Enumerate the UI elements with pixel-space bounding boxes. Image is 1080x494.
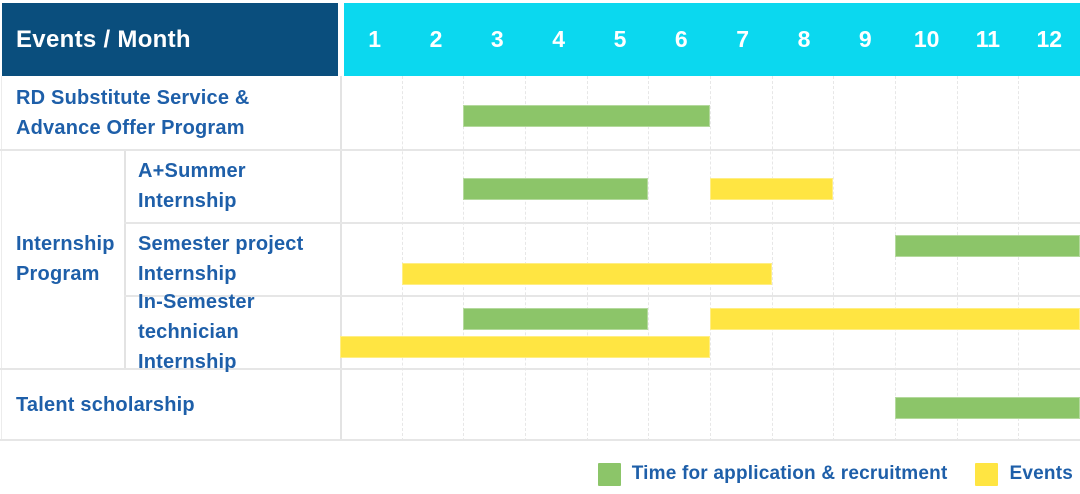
- row-label-rd-substitute: RD Substitute Service & Advance Offer Pr…: [16, 86, 250, 139]
- legend-label-events: Events: [1009, 463, 1073, 484]
- row-label-in-semester-technician-internship: In-Semester technician Internship: [138, 290, 255, 373]
- month-header-cell-7: 7: [736, 26, 750, 52]
- month-gridline: [586, 76, 588, 441]
- row-divider: [0, 368, 1080, 370]
- legend-label-recruitment: Time for application & recruitment: [631, 463, 948, 484]
- gantt-bar-recruitment-m3-m6: [463, 105, 710, 127]
- row-divider: [0, 149, 1080, 151]
- gantt-bar-event-m1-m6: [340, 336, 710, 358]
- gantt-bar-event-m7-m12: [710, 308, 1080, 330]
- month-header-cell-8: 8: [797, 26, 811, 52]
- month-header-cell-10: 10: [913, 26, 940, 52]
- month-header-cell-6: 6: [674, 26, 688, 52]
- row-label-semester-project-internship: Semester project Internship: [138, 232, 304, 285]
- gantt-bar-event-m7-m8: [710, 178, 834, 200]
- month-gridline: [525, 76, 526, 441]
- legend-item-recruitment: Time for application & recruitment: [597, 462, 948, 486]
- month-header-cell-11: 11: [975, 26, 1001, 52]
- label-grid-divider: [340, 76, 342, 441]
- month-gridline: [648, 76, 650, 441]
- month-gridline: [401, 76, 403, 441]
- gantt-bar-recruitment-m10-m12: [895, 397, 1080, 419]
- subrow-divider: [124, 295, 1080, 297]
- gantt-bar-recruitment-m3-m5: [463, 178, 649, 200]
- month-gridline: [833, 76, 835, 441]
- header-corner-cell: Events / Month: [2, 3, 338, 76]
- month-header-row: 1 2 3 4 5 6 7 8 9 10 11 12: [344, 3, 1080, 76]
- month-header-cell-4: 4: [552, 26, 566, 52]
- group-sublabel-divider: [124, 149, 126, 368]
- month-gridline: [771, 76, 773, 441]
- gantt-bars-layer: [0, 76, 1080, 441]
- events-color-swatch: [975, 462, 999, 486]
- grid-bottom-border: [0, 439, 1080, 441]
- row-label-talent-scholarship: Talent scholarship: [16, 393, 195, 416]
- month-header-cell-3: 3: [490, 26, 504, 52]
- month-header-cell-1: 1: [368, 26, 382, 52]
- month-gridline: [895, 76, 896, 441]
- grid-left-border: [1, 76, 2, 441]
- month-header-cell-2: 2: [429, 26, 443, 52]
- month-gridline: [463, 76, 465, 441]
- month-header-cell-12: 12: [1036, 26, 1063, 52]
- group-label-internship-program: Internship Program: [16, 232, 115, 285]
- gantt-bar-recruitment-m3-m5: [463, 308, 649, 330]
- month-gridline: [1018, 76, 1020, 441]
- gantt-bar-recruitment-m10-m12: [895, 235, 1080, 257]
- legend: Time for application & recruitment Event…: [597, 461, 1073, 487]
- subrow-divider: [124, 222, 1080, 224]
- month-gridline: [956, 76, 958, 441]
- legend-item-events: Events: [975, 462, 1073, 486]
- month-gridline: [710, 76, 711, 441]
- header-corner-label: Events / Month: [16, 25, 191, 53]
- row-label-a-summer-internship: A+Summer Internship: [138, 159, 246, 212]
- month-header-cell-5: 5: [613, 26, 627, 52]
- recruitment-color-swatch: [597, 462, 621, 486]
- gantt-bar-event-m2-m7: [401, 263, 772, 285]
- month-header-cell-9: 9: [858, 26, 872, 52]
